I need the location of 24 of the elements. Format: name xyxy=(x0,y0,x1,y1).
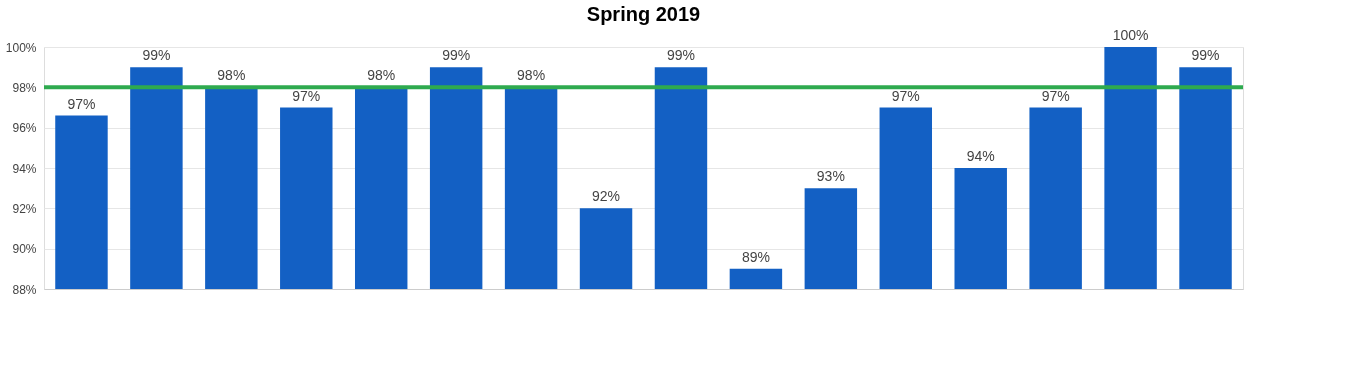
y-tick-label: 90% xyxy=(12,242,37,257)
data-label: 99% xyxy=(666,47,695,64)
y-tick-label: 100% xyxy=(5,40,37,55)
data-label: 99% xyxy=(1191,47,1220,64)
data-label: 99% xyxy=(442,47,471,64)
data-label: 100% xyxy=(1112,27,1149,43)
data-label: 98% xyxy=(367,67,396,84)
y-tick-label: 94% xyxy=(12,161,37,176)
y-tick-label: 92% xyxy=(12,201,37,216)
data-label: 97% xyxy=(292,87,321,104)
data-label: 99% xyxy=(142,47,171,64)
data-label: 97% xyxy=(67,95,96,112)
chart-title: Spring 2019 xyxy=(586,3,701,25)
data-label: 97% xyxy=(891,87,920,104)
y-tick-label: 98% xyxy=(12,80,37,95)
data-label: 97% xyxy=(1041,87,1070,104)
data-label: 93% xyxy=(816,168,845,185)
y-tick-label: 96% xyxy=(12,121,37,136)
data-label: 98% xyxy=(217,67,246,84)
y-tick-label: 88% xyxy=(12,282,37,297)
data-label: 89% xyxy=(741,248,770,265)
data-label: 98% xyxy=(517,67,546,84)
data-label: 94% xyxy=(966,148,995,164)
data-label: 92% xyxy=(592,188,621,205)
